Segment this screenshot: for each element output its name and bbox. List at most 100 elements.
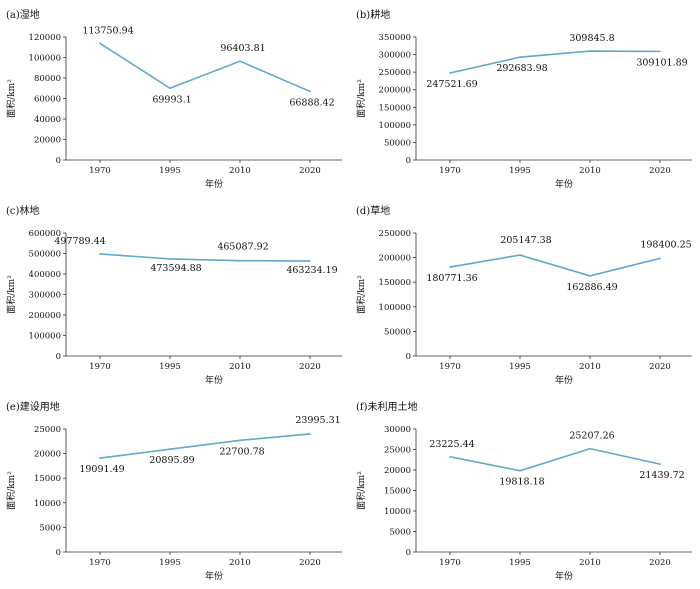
x-tick-label: 1995 [509,558,531,568]
chart-panel-3: (c)林地 0 100000 200000 300000 400000 500000 6000… [0,196,350,392]
data-label: 162886.49 [566,282,617,293]
y-tick-label: 100000 [29,54,61,64]
chart-panel-6: (f)未利用土地 0 5000 10000 15000 20000 25000 30000 19… [350,392,700,588]
y-tick-label: 20000 [384,466,411,476]
data-point [589,50,591,52]
series-line [449,254,661,277]
y-axis-label: 面积/km² [5,471,17,510]
y-tick-label: 20000 [34,136,61,146]
data-point [309,260,311,262]
y-axis-label: 面积/km² [5,275,17,314]
data-label: 69993.1 [152,94,191,105]
data-label: 66888.42 [289,97,334,108]
y-axis-label: 面积/km² [355,471,367,510]
data-point [99,42,101,45]
data-label: 19091.49 [79,464,124,475]
chart-title: (f)未利用土地 [356,400,418,413]
y-tick-label: 400000 [29,270,61,280]
y-tick-label: 100000 [29,332,61,342]
line-chart: (e)建设用地 0 5000 10000 15000 20000 25000 1970 1995… [5,400,342,582]
data-point [99,253,101,255]
data-point [659,50,661,53]
series-line [449,50,661,74]
data-label: 22700.78 [219,446,264,457]
x-tick-label: 1970 [439,166,461,176]
series-line [99,42,311,93]
y-tick-label: 0 [406,548,411,558]
data-point [99,457,101,459]
line-chart: (a)湿地 0 20000 40000 60000 80000 100000 120000 19… [5,8,342,190]
data-label: 96403.81 [220,43,265,54]
data-label: 309101.89 [636,57,687,68]
data-point [239,60,241,62]
chart-panel-2: (b)耕地 0 50000 100000 150000 200000 250000 30000… [350,0,700,196]
x-tick-label: 1995 [159,166,181,176]
y-tick-label: 200000 [379,254,411,264]
y-tick-label: 250000 [379,68,411,78]
x-tick-label: 2010 [229,558,251,568]
series-line [99,253,311,262]
line-chart: (b)耕地 0 50000 100000 150000 200000 250000 30000… [355,8,692,190]
x-tick-label: 2020 [649,362,671,372]
y-tick-label: 30000 [384,425,411,435]
data-point [169,448,171,450]
y-tick-label: 300000 [379,51,411,61]
data-label: 25207.26 [569,431,614,442]
y-tick-label: 100000 [379,121,411,131]
axis-lines [65,429,342,553]
y-tick-label: 500000 [29,250,61,260]
x-axis-label: 年份 [205,570,223,582]
x-tick-label: 2010 [579,362,601,372]
x-tick-label: 1970 [439,558,461,568]
data-label: 463234.19 [286,265,337,276]
data-point [449,455,451,458]
data-point [589,275,591,277]
y-tick-label: 100000 [379,303,411,313]
x-tick-label: 1995 [509,166,531,176]
chart-title: (c)林地 [6,204,39,217]
data-point [449,266,451,268]
data-label: 247521.69 [426,79,477,90]
chart-title: (a)湿地 [6,8,40,21]
y-tick-label: 200000 [379,86,411,96]
data-point [519,56,521,58]
series-line [99,433,311,459]
x-axis-label: 年份 [205,178,223,190]
line-chart: (d)草地 0 50000 100000 150000 200000 250000 1970 1… [355,204,692,386]
x-tick-label: 1995 [159,558,181,568]
line-chart: (c)林地 0 100000 200000 300000 400000 500000 6000… [5,204,342,386]
data-label: 205147.38 [500,235,551,246]
x-axis-label: 年份 [555,570,573,582]
data-label: 473594.88 [150,263,201,274]
data-label: 198400.25 [640,239,691,250]
y-tick-label: 0 [56,352,61,362]
axis-lines [65,233,342,357]
data-label: 23995.31 [295,415,340,426]
series-line [449,447,661,472]
x-axis-label: 年份 [205,374,223,386]
line-chart: (f)未利用土地 0 5000 10000 15000 20000 25000 30000 19… [355,400,692,582]
data-point [169,87,171,90]
data-point [659,463,661,465]
data-label: 465087.92 [217,242,268,253]
x-tick-label: 2020 [299,166,321,176]
data-point [519,254,521,256]
x-tick-label: 2020 [299,558,321,568]
x-axis-label: 年份 [555,178,573,190]
x-tick-label: 2020 [649,166,671,176]
y-tick-label: 20000 [34,450,61,460]
y-tick-label: 25000 [384,446,411,456]
x-tick-label: 1970 [439,362,461,372]
x-tick-label: 2010 [579,166,601,176]
y-tick-label: 15000 [384,487,411,497]
data-point [589,447,591,450]
y-tick-label: 600000 [29,229,61,239]
data-label: 180771.36 [426,273,477,284]
data-label: 113750.94 [82,25,133,36]
y-tick-label: 80000 [34,74,61,84]
y-tick-label: 50000 [384,138,411,148]
chart-title: (d)草地 [356,204,390,217]
data-label: 309845.8 [569,33,614,44]
chart-panel-1: (a)湿地 0 20000 40000 60000 80000 100000 120000 19… [0,0,350,196]
x-tick-label: 2010 [579,558,601,568]
